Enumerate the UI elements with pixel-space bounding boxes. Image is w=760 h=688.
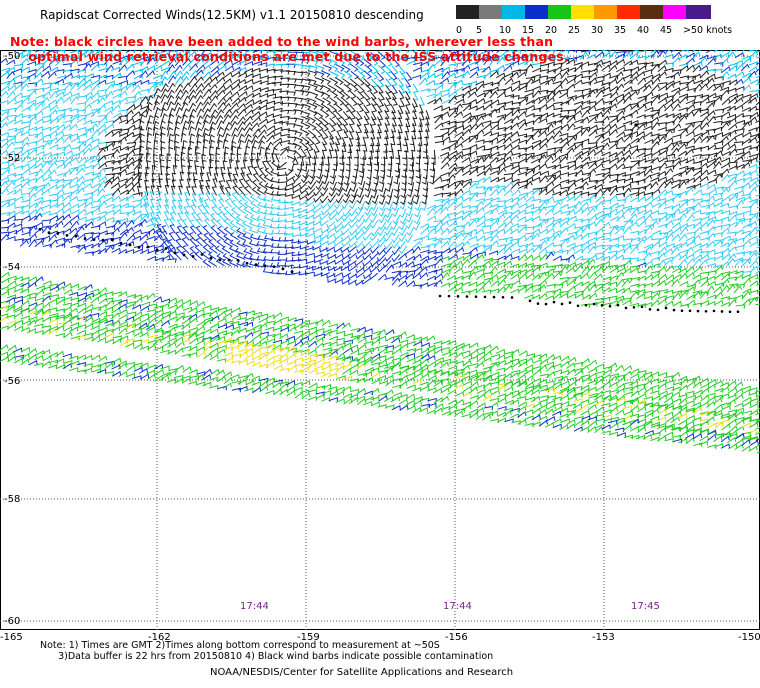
lat-label-52: -52 [4, 153, 21, 164]
colorbar-swatch [571, 5, 594, 19]
footnote-line-1: Note: 1) Times are GMT 2)Times along bot… [40, 640, 440, 651]
colorbar-swatch [479, 5, 502, 19]
time-label-3: 17:45 [631, 601, 660, 612]
lat-label-58: -58 [4, 494, 21, 505]
wind-speed-colorbar: 0 5 10 15 20 25 30 35 40 45 >50 knots [456, 5, 756, 41]
colorbar-swatch [663, 5, 686, 19]
credit-line: NOAA/NESDIS/Center for Satellite Applica… [210, 667, 514, 678]
colorbar-label: >50 knots [683, 25, 732, 36]
contamination-dots [38, 123, 740, 314]
colorbar-label: 40 [637, 25, 649, 36]
footnote: Note: 1) Times are GMT 2)Times along bot… [40, 640, 493, 662]
footnote-line-2: 3)Data buffer is 22 hrs from 20150810 4)… [40, 651, 494, 662]
lat-label-60: -60 [4, 616, 21, 627]
wind-barbs [0, 50, 760, 454]
lon-label-150: -150 [738, 632, 760, 643]
colorbar-swatch [548, 5, 571, 19]
colorbar-label: 25 [568, 25, 580, 36]
note-line-2: optimal wind retrieval conditions are me… [10, 49, 569, 64]
colorbar-label: 5 [476, 25, 482, 36]
colorbar-swatch [502, 5, 525, 19]
lon-label-153: -153 [592, 632, 615, 643]
map-title: Rapidscat Corrected Winds(12.5KM) v1.1 2… [40, 8, 424, 22]
colorbar-swatch [456, 5, 479, 19]
contamination-note: Note: black circles have been added to t… [10, 34, 569, 64]
colorbar-swatches: 0 5 10 15 20 25 30 35 40 45 >50 knots [456, 5, 732, 36]
wind-barb-map [0, 50, 760, 630]
lat-label-56: -56 [4, 376, 21, 387]
colorbar-swatch [640, 5, 663, 19]
colorbar-swatch [594, 5, 617, 19]
lon-label-165: -165 [0, 632, 23, 643]
colorbar-label: 10 [499, 25, 511, 36]
lat-label-54: -54 [4, 262, 21, 273]
colorbar-label: 45 [660, 25, 672, 36]
colorbar-label: 35 [614, 25, 626, 36]
lat-label-50: -50 [4, 51, 21, 62]
time-label-1: 17:44 [240, 601, 269, 612]
lon-label-159: -159 [297, 632, 320, 643]
time-label-2: 17:44 [443, 601, 472, 612]
lon-label-156: -156 [445, 632, 468, 643]
colorbar-swatch [617, 5, 640, 19]
lon-label-162: -162 [148, 632, 171, 643]
colorbar-label: 20 [545, 25, 557, 36]
colorbar-label: 0 [456, 25, 462, 36]
note-line-1: Note: black circles have been added to t… [10, 34, 554, 49]
colorbar-label: 15 [522, 25, 534, 36]
colorbar-label: 30 [591, 25, 603, 36]
colorbar-swatch [686, 5, 711, 19]
colorbar-swatch [525, 5, 548, 19]
